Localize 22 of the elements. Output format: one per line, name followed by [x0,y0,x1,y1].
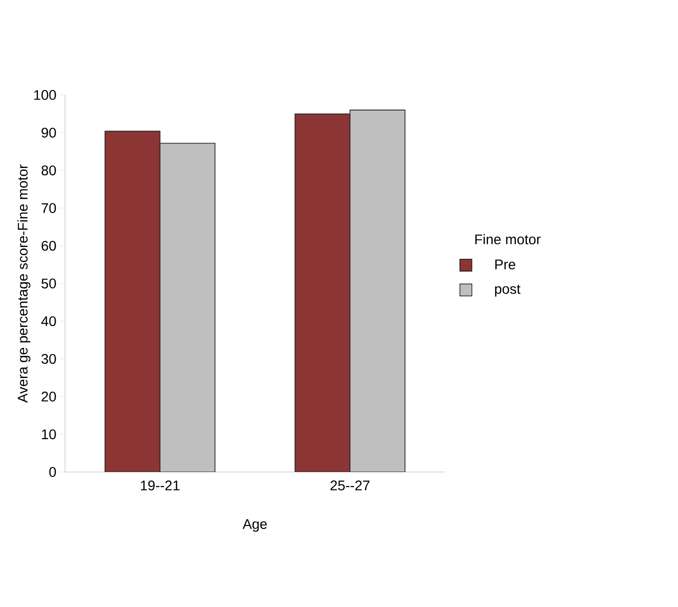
x-tick-label: 25--27 [330,480,370,490]
legend-label: Pre [495,260,516,270]
y-tick-label: 50 [42,278,56,288]
bar [294,113,350,472]
y-tick-label: 60 [42,240,56,251]
y-tick-label: 80 [42,165,56,176]
legend-label: post [495,284,520,297]
y-tick-label: 20 [42,392,56,402]
y-tick-label: 90 [42,128,56,138]
bar [350,110,406,472]
y-tick-label: 30 [41,354,56,364]
y-tick-label: 10 [42,429,56,440]
y-tick-label: 70 [42,203,56,214]
y-tick-label: 40 [41,316,56,326]
y-tick-label: 0 [49,467,56,477]
legend-title: Fine motor [475,234,541,244]
bar [160,142,216,472]
x-axis-title: Age [242,519,267,532]
bar [104,130,160,472]
y-tick-label: 100 [34,90,56,100]
x-tick-label: 19--21 [140,480,180,490]
y-axis-title: Avera ge percentage score-Fine motor [17,164,30,403]
